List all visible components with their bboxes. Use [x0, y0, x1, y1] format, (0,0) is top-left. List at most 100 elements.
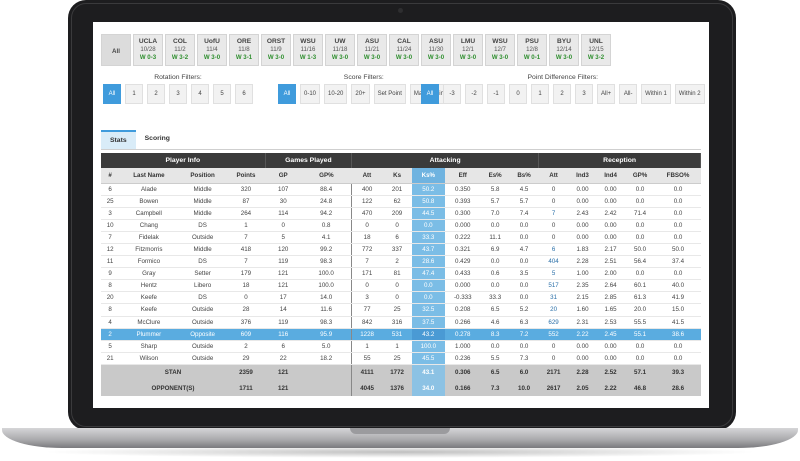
- rotation-filter-button[interactable]: 6: [235, 84, 253, 104]
- column-header[interactable]: GP%: [301, 168, 352, 184]
- table-cell: 0.208: [444, 303, 481, 317]
- pointdiff-filter-button[interactable]: All: [421, 84, 439, 104]
- rotation-filter-button[interactable]: 5: [213, 84, 231, 104]
- table-cell: Middle: [178, 183, 227, 196]
- pointdiff-filter-button[interactable]: All-: [619, 84, 638, 104]
- pointdiff-filter-button[interactable]: 3: [575, 84, 593, 104]
- column-header[interactable]: Es%: [480, 168, 510, 184]
- table-row[interactable]: 25 Bowen Middle 87 30 24.8 122 62 50.8 0.393 5.7 5.…: [101, 195, 701, 208]
- opponent-button[interactable]: LMU 12/1 W 3-0: [453, 34, 483, 66]
- column-header[interactable]: Points: [226, 168, 266, 184]
- column-header[interactable]: #: [101, 168, 120, 184]
- table-row[interactable]: 8 Hentz Libero 18 121 100.0 0 0 0.0 0.000 0.0 0.0 51…: [101, 279, 701, 293]
- pointdiff-filter-button[interactable]: All+: [597, 84, 616, 104]
- table-row[interactable]: 20 Keefe DS 0 17 14.0 3 0 0.0 -0.333 33.3 0.0 31 2.15…: [101, 291, 701, 305]
- opponent-button[interactable]: UNL 12/15 W 3-2: [581, 34, 611, 66]
- opponent-all-button[interactable]: All: [101, 34, 131, 66]
- table-cell: 531: [382, 328, 412, 341]
- pointdiff-filter-button[interactable]: 1: [531, 84, 549, 104]
- score-filter-button[interactable]: All: [278, 84, 296, 104]
- rotation-filter-button[interactable]: 3: [169, 84, 187, 104]
- table-row[interactable]: 7 Fidelak Outside 7 5 4.1 18 6 33.3 0.222 11.1 0.0 0…: [101, 231, 701, 244]
- table-row[interactable]: 2 Plummer Opposite 609 116 95.9 1228 531 43.2 0.2…: [101, 328, 701, 341]
- opponent-button[interactable]: UofU 11/4 W 3-0: [197, 34, 227, 66]
- pointdiff-filter-button[interactable]: Within 2: [674, 84, 705, 104]
- column-header[interactable]: Eff: [444, 168, 481, 184]
- opponent-button[interactable]: BYU 12/14 W 3-0: [549, 34, 579, 66]
- score-filter-button[interactable]: 20+: [351, 84, 370, 104]
- table-cell: Campbell: [119, 207, 179, 220]
- opponent-button[interactable]: PSU 12/8 W 0-1: [517, 34, 547, 66]
- column-header[interactable]: Ks: [382, 168, 412, 184]
- opponent-button[interactable]: CAL 11/24 W 3-0: [389, 34, 419, 66]
- rotation-filters: Rotation Filters: All 1 2 3 4 5 6: [103, 74, 253, 104]
- tab-stats[interactable]: Stats: [101, 130, 136, 149]
- table-row[interactable]: 12 Fitzmorris Middle 418 120 99.2 772 337 43.7 0.…: [101, 243, 701, 257]
- opponent-button[interactable]: UW 11/18 W 3-0: [325, 34, 355, 66]
- table-row[interactable]: 3 Campbell Middle 264 114 94.2 470 209 44.5 0.300…: [101, 207, 701, 220]
- table-row[interactable]: 8 Keefe Outside 28 14 11.6 77 25 32.5 0.208 6.5 5.2…: [101, 303, 701, 317]
- table-cell: 0.0: [624, 231, 656, 244]
- score-filter-button[interactable]: Set Point: [373, 84, 406, 104]
- column-header[interactable]: Position: [178, 168, 227, 184]
- table-cell: 25: [101, 195, 120, 208]
- opponent-button[interactable]: ASU 11/21 W 3-0: [357, 34, 387, 66]
- table-cell: 18: [226, 279, 266, 293]
- column-header[interactable]: GP: [265, 168, 302, 184]
- tab-scoring[interactable]: Scoring: [144, 135, 170, 142]
- pointdiff-filter-button[interactable]: -3: [443, 84, 461, 104]
- table-row[interactable]: 6 Alade Middle 320 107 88.4 400 201 50.2 0.350 5.8…: [101, 183, 701, 196]
- opponent-team: LMU: [460, 38, 476, 45]
- opponent-team: UW: [334, 38, 346, 45]
- opponent-button[interactable]: ORST 11/9 W 3-0: [261, 34, 291, 66]
- pointdiff-filter-button[interactable]: Within 1: [641, 84, 671, 104]
- column-header[interactable]: GP%: [624, 168, 656, 184]
- table-cell: 2.43: [568, 207, 597, 220]
- pointdiff-filter-button[interactable]: 0: [509, 84, 527, 104]
- column-header[interactable]: Last Name: [119, 168, 179, 184]
- opponent-button[interactable]: WSU 11/16 W 1-3: [293, 34, 323, 66]
- table-cell: 44.5: [411, 207, 445, 220]
- table-row[interactable]: 11 Formico DS 7 119 98.3 7 2 28.6 0.429 0.0 0.0 404 2…: [101, 255, 701, 269]
- opponent-button[interactable]: COL 11/2 W 3-2: [165, 34, 195, 66]
- table-cell: 1228: [351, 328, 383, 341]
- column-header[interactable]: Bs%: [509, 168, 539, 184]
- table-row[interactable]: 9 Gray Setter 179 121 100.0 171 81 47.4 0.433 0.6 3…: [101, 267, 701, 281]
- pointdiff-filter-button[interactable]: 2: [553, 84, 571, 104]
- table-cell: 0.0: [480, 340, 510, 353]
- rotation-filter-button[interactable]: 2: [147, 84, 165, 104]
- score-filter-button[interactable]: 10-20: [324, 84, 348, 104]
- opponent-button[interactable]: WSU 12/7 W 3-0: [485, 34, 515, 66]
- table-cell: 1: [226, 219, 266, 232]
- column-header[interactable]: Ks%: [411, 168, 445, 184]
- table-cell: 404: [538, 255, 569, 269]
- rotation-filter-button[interactable]: 1: [125, 84, 143, 104]
- column-header[interactable]: Ind4: [596, 168, 625, 184]
- opponent-button[interactable]: ORE 11/8 W 3-1: [229, 34, 259, 66]
- table-row[interactable]: 21 Wilson Outside 29 22 18.2 55 25 45.5 0.236 5.5 7…: [101, 352, 701, 365]
- totals-cell: 4045: [351, 380, 383, 397]
- table-cell: 71.4: [624, 207, 656, 220]
- rotation-filter-button[interactable]: 4: [191, 84, 209, 104]
- table-row[interactable]: 4 McClure Outside 376 119 98.3 842 316 37.5 0.266…: [101, 316, 701, 329]
- column-header[interactable]: Att: [538, 168, 569, 184]
- table-row[interactable]: 5 Sharp Outside 2 6 5.0 1 1 100.0 1.000 0.0 0.0 0 0.0…: [101, 340, 701, 353]
- opponent-team: BYU: [557, 38, 571, 45]
- table-cell: 5.7: [509, 195, 539, 208]
- opponent-team: WSU: [492, 38, 508, 45]
- column-header[interactable]: Ind3: [568, 168, 597, 184]
- table-cell: 470: [351, 207, 383, 220]
- table-cell: 116: [265, 328, 302, 341]
- opponent-button[interactable]: UCLA 10/28 W 0-3: [133, 34, 163, 66]
- rotation-filter-button[interactable]: All: [103, 84, 121, 104]
- score-filter-button[interactable]: 0-10: [300, 84, 321, 104]
- pointdiff-filter-button[interactable]: -1: [487, 84, 505, 104]
- opponent-result: W 3-2: [587, 53, 605, 61]
- column-header[interactable]: FBSO%: [655, 168, 701, 184]
- table-cell: 2: [101, 328, 120, 341]
- opponent-button[interactable]: ASU 11/30 W 3-0: [421, 34, 451, 66]
- table-row[interactable]: 10 Chang DS 1 0 0.8 0 0 0.0 0.000 0.0 0.0 0 0.00 0.00 0…: [101, 219, 701, 232]
- pointdiff-filter-button[interactable]: -2: [465, 84, 483, 104]
- column-header[interactable]: Att: [351, 168, 383, 184]
- table-cell: Sharp: [119, 340, 179, 353]
